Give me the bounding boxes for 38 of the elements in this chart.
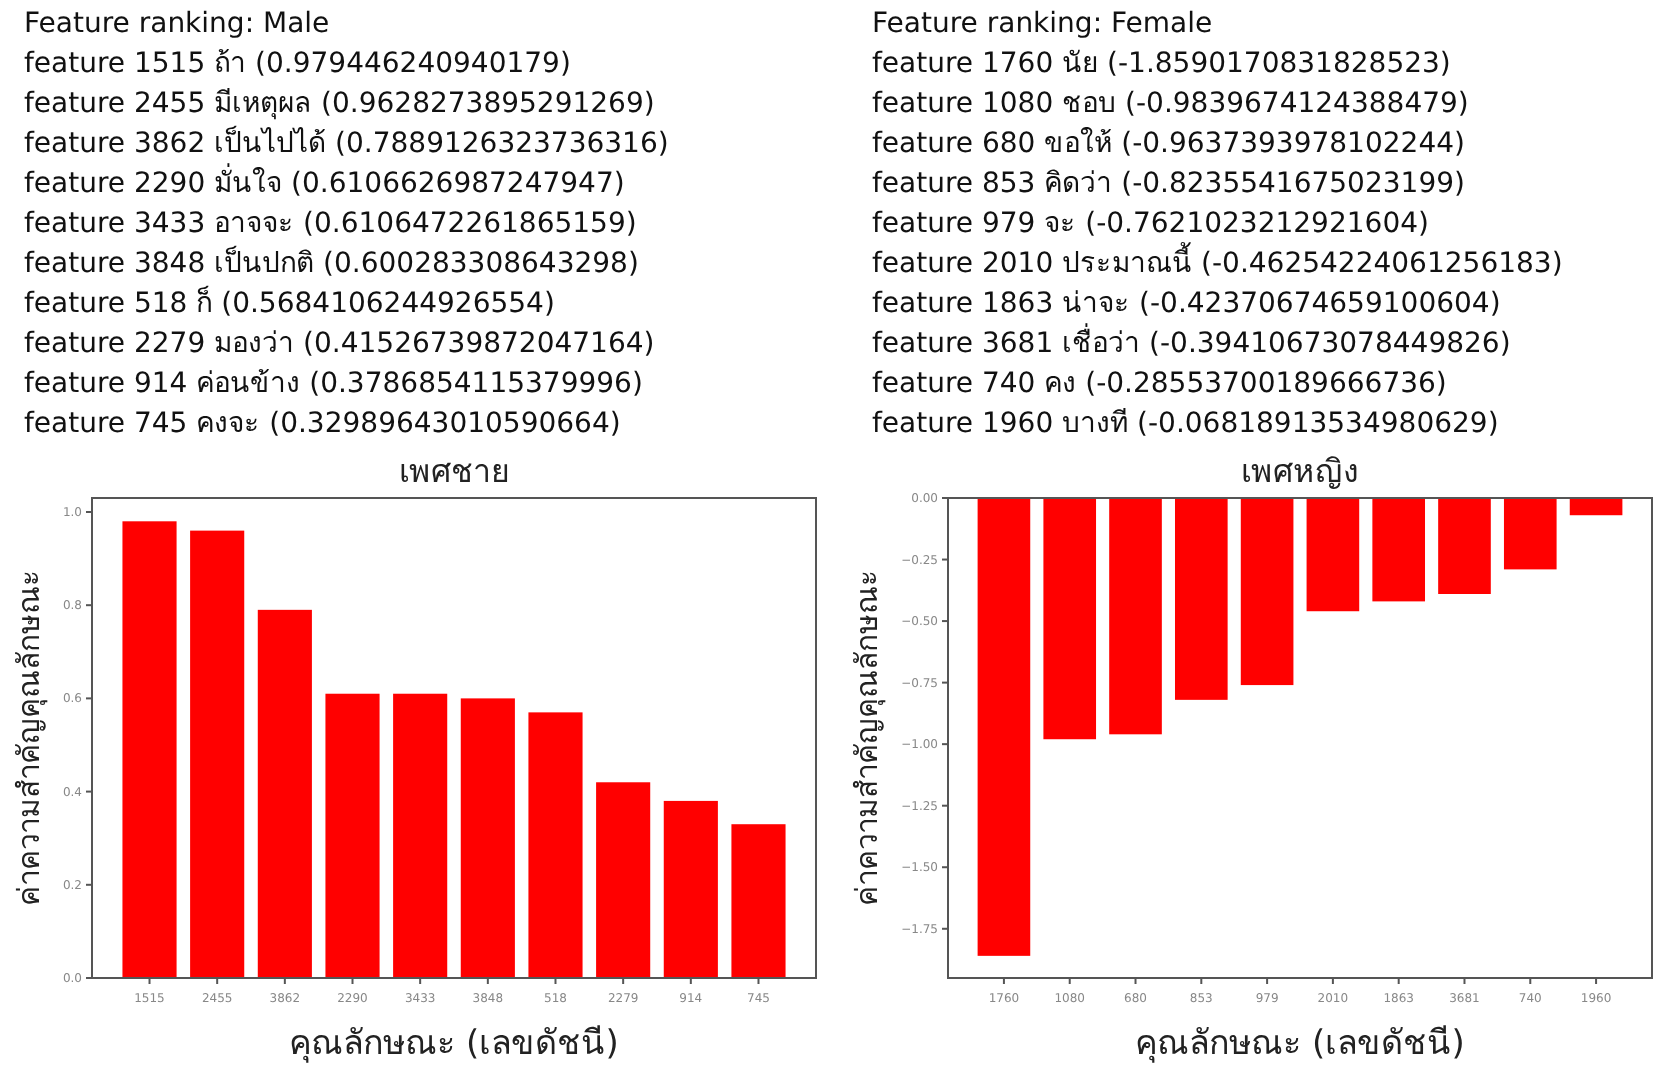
bar bbox=[122, 521, 177, 978]
bar bbox=[731, 824, 786, 978]
bar bbox=[460, 698, 515, 978]
text: feature 3862 เป็นไปได้ (0.7889126323736316) bbox=[24, 124, 669, 160]
text: feature 2455 มีเหตุผล (0.9628273895291269) bbox=[24, 88, 655, 120]
text: Feature ranking: Male bbox=[24, 8, 330, 40]
bar bbox=[596, 782, 651, 978]
x-axis-title: คุณลักษณะ (เลขดัชนี) bbox=[289, 1024, 619, 1064]
y-axis-title: ค่าความสำคัญคุณลักษณะ bbox=[848, 570, 887, 906]
text: feature 3848 เป็นปกติ (0.600283308643298) bbox=[24, 244, 639, 280]
text: feature 3681 เชื่อว่า (-0.39410673078449826) bbox=[872, 324, 1511, 360]
text: feature 740 คง (-0.28553700189666736) bbox=[872, 368, 1447, 400]
text: feature 3433 อาจจะ (0.6106472261865159) bbox=[24, 208, 637, 240]
text: feature 853 คิดว่า (-0.8235541675023199) bbox=[872, 168, 1465, 200]
chart-title: เพศชาย bbox=[399, 452, 509, 490]
text: feature 518 ก็ (0.5684106244926554) bbox=[24, 284, 555, 320]
chart-title: เพศหญิง bbox=[1241, 452, 1359, 490]
text: feature 2279 มองว่า (0.41526739872047164) bbox=[24, 328, 655, 360]
text: feature 2010 ประมาณนี้ (-0.46254224061256183) bbox=[872, 242, 1563, 280]
y-axis-title: ค่าความสำคัญคุณลักษณะ bbox=[10, 570, 49, 906]
bar bbox=[190, 530, 245, 978]
text: feature 680 ขอให้ (-0.9637393978102244) bbox=[872, 126, 1465, 160]
text: feature 745 คงจะ (0.32989643010590664) bbox=[24, 408, 621, 440]
bar bbox=[663, 800, 718, 978]
text: feature 1515 ถ้า (0.979446240940179) bbox=[24, 48, 571, 80]
bar bbox=[325, 693, 380, 978]
text: feature 979 จะ (-0.7621023212921604) bbox=[872, 208, 1429, 240]
text: feature 1960 บางที (-0.06818913534980629) bbox=[872, 408, 1499, 440]
x-axis-title: คุณลักษณะ (เลขดัชนี) bbox=[1135, 1024, 1465, 1064]
text: Feature ranking: Female bbox=[872, 8, 1213, 40]
bar bbox=[528, 712, 583, 978]
text: feature 914 ค่อนข้าง (0.3786854115379996) bbox=[24, 368, 643, 400]
bar bbox=[393, 693, 448, 978]
text: feature 1760 นัย (-1.8590170831828523) bbox=[872, 48, 1451, 80]
bar bbox=[257, 609, 312, 978]
text: feature 1080 ชอบ (-0.9839674124388479) bbox=[872, 88, 1469, 120]
text: feature 1863 น่าจะ (-0.42370674659100604) bbox=[872, 288, 1501, 320]
text: feature 2290 มั่นใจ (0.6106626987247947) bbox=[24, 164, 625, 200]
